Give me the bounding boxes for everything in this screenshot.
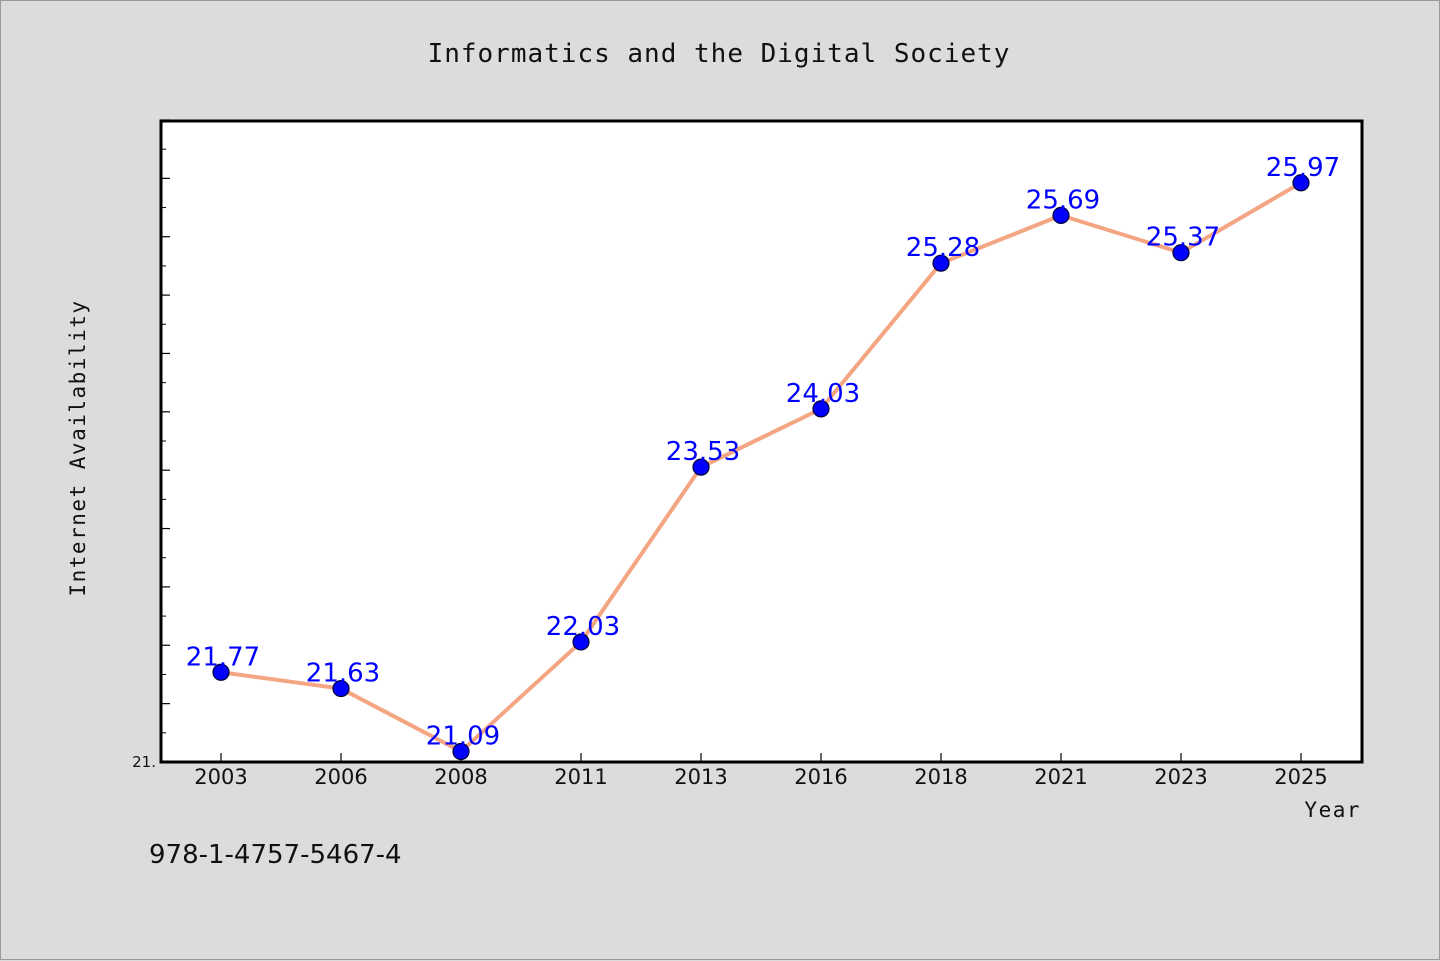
chart-title: Informatics and the Digital Society: [428, 39, 1011, 69]
y-axis-ticks: [161, 119, 170, 763]
x-tick-label: 2008: [434, 765, 487, 789]
data-point: [572, 633, 590, 651]
data-point: [692, 458, 710, 476]
data-point: [212, 663, 230, 681]
data-label: 21.09: [426, 722, 500, 752]
data-label: 22.03: [546, 612, 620, 642]
x-axis-title: Year: [1304, 798, 1361, 822]
x-tick-label: 2013: [674, 765, 727, 789]
x-tick-label: 2025: [1274, 765, 1327, 789]
data-label: 23.53: [666, 437, 740, 467]
x-axis-tick-labels: 2003 2006 2008 2011 2013 2016 2018 2021 2023 2025: [194, 765, 1327, 789]
plot-area: [159, 119, 1364, 764]
x-tick-label: 2021: [1034, 765, 1087, 789]
data-point: [1172, 244, 1190, 262]
series-markers: [212, 174, 1310, 761]
isbn-footnote: 978-1-4757-5467-4: [149, 840, 402, 870]
data-point: [1292, 174, 1310, 192]
series-line: [219, 180, 1303, 754]
data-label: 25.69: [1026, 185, 1100, 215]
data-labels: 21.77 21.63 21.09 22.03 23.53 24.03 25.28 25.69…: [186, 153, 1340, 752]
data-label: 25.97: [1266, 153, 1340, 183]
data-point: [452, 742, 470, 761]
data-point: [932, 254, 950, 272]
x-tick-label: 2011: [554, 765, 607, 789]
y-axis-title: Internet Availability: [66, 299, 90, 596]
data-label: 21.77: [186, 642, 260, 672]
data-label: 25.37: [1146, 223, 1220, 253]
data-label: 25.28: [906, 233, 980, 263]
data-point: [1052, 206, 1070, 225]
x-tick-label: 2023: [1154, 765, 1207, 789]
x-tick-label: 2003: [194, 765, 247, 789]
data-label: 24.03: [786, 379, 860, 409]
series-line-group: [219, 180, 1303, 754]
data-point: [332, 679, 350, 698]
data-label: 21.63: [306, 659, 380, 689]
x-tick-label: 2006: [314, 765, 367, 789]
x-tick-label: 2016: [794, 765, 847, 789]
x-tick-label: 2018: [914, 765, 967, 789]
y-axis-tick-label: 21.: [132, 753, 156, 771]
data-point: [812, 400, 830, 418]
